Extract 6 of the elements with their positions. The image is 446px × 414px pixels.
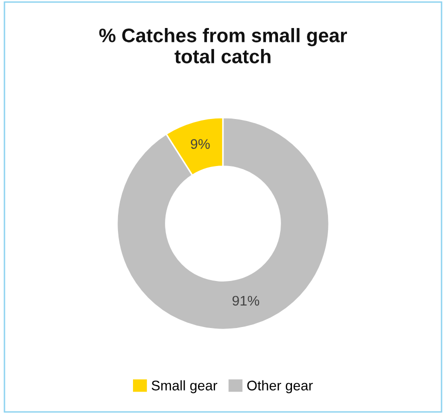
donut-slice	[116, 116, 330, 330]
legend-label: Small gear	[152, 380, 218, 394]
legend-label: Other gear	[247, 380, 313, 394]
data-label: 9%	[190, 139, 210, 149]
chart-title: % Catches from small gear total catch	[99, 28, 347, 64]
data-label: 91%	[232, 296, 260, 306]
